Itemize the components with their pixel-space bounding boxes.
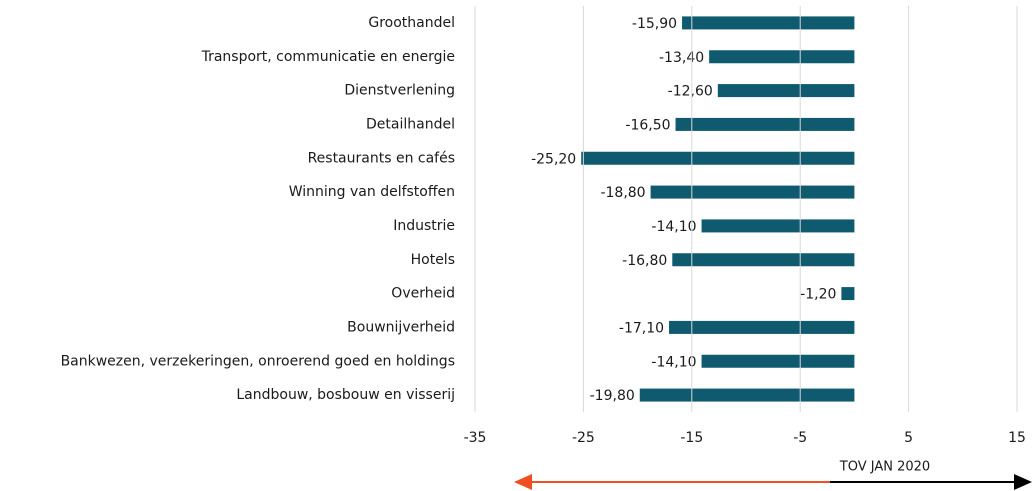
y-tick-label: Industrie: [393, 218, 455, 234]
bar: [682, 16, 855, 30]
data-label: -16,80: [622, 253, 667, 269]
bar: [701, 219, 855, 233]
data-label: -13,40: [659, 50, 704, 66]
data-label: -19,80: [590, 388, 635, 404]
x-tick-label: 5: [904, 430, 913, 446]
x-tick-label: -15: [680, 430, 703, 446]
data-label: -14,10: [651, 354, 696, 370]
bar: [650, 185, 855, 199]
y-tick-label: Hotels: [411, 252, 455, 268]
bar: [581, 151, 855, 165]
bar: [672, 253, 855, 267]
y-tick-label: Detailhandel: [366, 116, 455, 132]
y-tick-label: Bouwnijverheid: [347, 319, 455, 335]
annotation: TOV JAN 2020: [839, 460, 930, 475]
x-tick-label: 15: [1008, 430, 1026, 446]
y-tick-label: Bankwezen, verzekeringen, onroerend goed…: [61, 353, 455, 369]
y-tick-label: Restaurants en cafés: [308, 150, 455, 166]
data-label: -14,10: [651, 219, 696, 235]
bar: [701, 354, 855, 368]
bar: [717, 84, 855, 98]
y-tick-label: Groothandel: [368, 15, 455, 31]
bar: [639, 388, 855, 402]
data-label: -15,90: [632, 16, 677, 32]
y-tick-label: Landbouw, bosbouw en visserij: [236, 387, 455, 403]
data-label: -1,20: [800, 287, 836, 303]
data-label: -18,80: [600, 185, 645, 201]
y-tick-label: Transport, communicatie en energie: [201, 49, 455, 65]
data-label: -17,10: [619, 320, 664, 336]
data-label: -16,50: [625, 117, 670, 133]
bar: [675, 117, 855, 131]
bar: [669, 320, 855, 334]
bar: [841, 287, 855, 301]
x-tick-label: -25: [572, 430, 595, 446]
y-tick-label: Dienstverlening: [344, 83, 455, 99]
y-tick-label: Overheid: [391, 286, 455, 302]
x-tick-label: -35: [464, 430, 487, 446]
data-label: -12,60: [668, 84, 713, 100]
data-label: -25,20: [531, 151, 576, 167]
bar: [709, 50, 855, 64]
x-tick-label: -5: [793, 430, 807, 446]
y-tick-label: Winning van delfstoffen: [289, 184, 455, 200]
